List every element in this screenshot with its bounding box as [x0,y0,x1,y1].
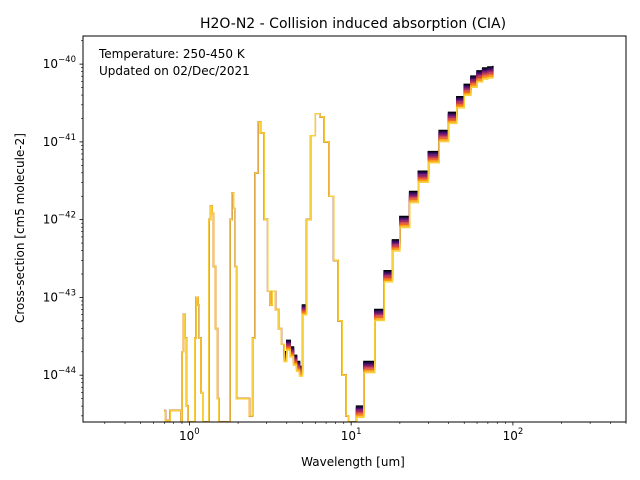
y-tick-label-1: 10−43 [43,288,76,304]
plot-area [82,35,627,423]
y-tick-label-2: 10−42 [43,211,76,227]
annotation-updated: Updated on 02/Dec/2021 [99,64,250,78]
x-tick-label-1: 101 [341,427,362,443]
x-tick-label-2: 102 [503,427,524,443]
x-axis-label: Wavelength [um] [301,455,405,469]
series-line-8 [164,76,494,422]
y-axis-label: Cross-section [cm5 molecule-2] [13,133,27,323]
x-axis: 100 101 102 [104,422,627,443]
y-tick-label-3: 10−41 [43,133,76,149]
series-layer [164,65,494,422]
plot-background [83,36,626,422]
chart-title: H2O-N2 - Collision induced absorption (C… [200,16,506,32]
y-tick-label-0: 10−44 [43,366,76,382]
annotation-temperature: Temperature: 250-450 K [98,47,246,61]
y-tick-label-4: 10−40 [43,55,76,71]
plot-frame [82,35,627,423]
x-tick-label-0: 100 [179,427,200,443]
y-axis: 10−44 10−43 10−42 10−41 10−40 [43,40,83,417]
